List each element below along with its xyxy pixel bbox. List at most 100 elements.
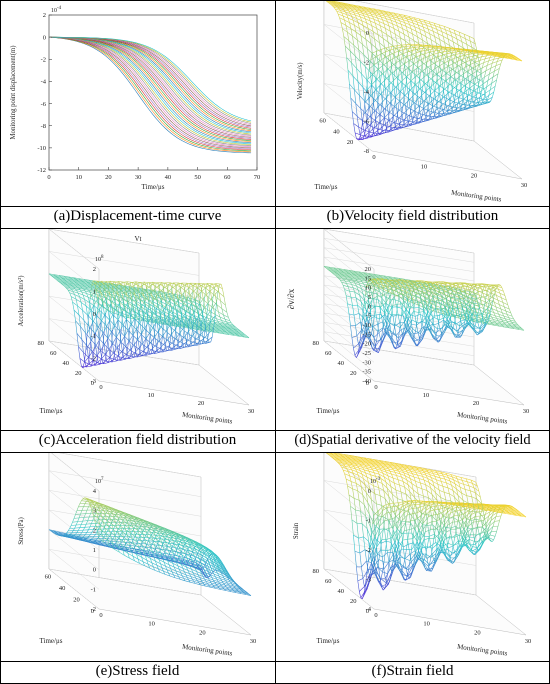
surface-mesh-line [109, 311, 115, 322]
surface-mesh-line [138, 314, 141, 325]
surface-mesh-line [412, 33, 415, 41]
surface-mesh-line [377, 58, 380, 71]
surface-mesh-line [127, 315, 130, 318]
surface-mesh-line [95, 313, 98, 333]
surface-mesh-line [511, 54, 514, 56]
surface-mesh-line [107, 304, 110, 311]
surface-mesh-line [361, 20, 364, 26]
surface-mesh-line [142, 344, 145, 353]
surface-mesh-line [390, 31, 396, 35]
surface-mesh-line [496, 73, 499, 81]
surface-mesh-line [410, 80, 413, 93]
surface-mesh-line [442, 53, 445, 63]
surface-mesh-line [383, 10, 390, 13]
surface-mesh-line [382, 61, 388, 66]
surface-mesh-line [102, 331, 105, 345]
surface-mesh-line [109, 319, 112, 332]
surface-mesh-line [134, 281, 137, 286]
surface-mesh-line [481, 83, 484, 91]
surface-mesh-line [89, 292, 92, 296]
surface-mesh-line [120, 294, 123, 299]
surface-mesh-line [417, 85, 424, 92]
surface-mesh-line [341, 4, 344, 6]
surface-mesh-line [167, 345, 170, 351]
y-tick-label: 20 [75, 370, 82, 377]
surface-mesh-line [69, 280, 75, 282]
surface-mesh-line [509, 55, 512, 57]
surface-mesh-line [183, 287, 190, 293]
surface-mesh-line [173, 294, 176, 297]
surface-mesh-line [424, 90, 427, 101]
surface-mesh-line [363, 15, 366, 20]
surface-mesh-line [68, 276, 75, 279]
surface-mesh-line [346, 14, 352, 17]
surface-mesh-line [464, 61, 467, 68]
surface-mesh-line [66, 278, 72, 280]
surface-mesh-line [351, 275, 357, 277]
surface-mesh-line [381, 277, 387, 279]
surface-mesh-line [332, 5, 338, 8]
surface-mesh-line [432, 69, 435, 78]
surface-mesh-line [77, 292, 80, 297]
surface-mesh-line [126, 287, 129, 290]
surface-mesh-line [437, 54, 443, 58]
surface-mesh-line [354, 25, 360, 29]
displacement-series-line [48, 36, 252, 122]
surface-mesh-line [399, 49, 405, 52]
surface-mesh-line [373, 298, 379, 300]
surface-mesh-line [202, 336, 205, 342]
surface-mesh-line [467, 91, 474, 96]
surface-mesh-line [411, 20, 417, 23]
surface-mesh-line [511, 55, 513, 58]
surface-mesh-line [359, 28, 362, 36]
surface-mesh-line [468, 64, 471, 71]
surface-mesh-line [101, 299, 104, 307]
surface-mesh-line [359, 134, 362, 140]
surface-mesh-line [403, 94, 406, 106]
surface-mesh-line [465, 86, 467, 95]
surface-mesh-line [475, 43, 478, 51]
surface-mesh-line [379, 42, 385, 48]
surface-mesh-line [494, 54, 496, 56]
surface-mesh-line [424, 94, 431, 101]
surface-mesh-line [382, 38, 389, 43]
surface-mesh-line [92, 320, 95, 333]
surface-mesh-line [90, 310, 97, 316]
surface-mesh-line [405, 26, 412, 29]
surface-mesh-line [100, 320, 107, 326]
surface-mesh-line [370, 13, 373, 17]
surface-mesh-line [118, 356, 125, 359]
surface-mesh-line [424, 68, 426, 77]
surface-mesh-line [441, 31, 444, 37]
surface-mesh [323, 266, 525, 358]
surface-mesh-line [407, 58, 414, 64]
surface-mesh-line [410, 18, 413, 21]
surface-mesh-line [373, 276, 379, 279]
surface-mesh-line [356, 68, 359, 82]
surface-mesh-line [107, 329, 114, 339]
surface-mesh-line [212, 319, 215, 323]
surface-mesh-line [399, 124, 402, 128]
surface-mesh-line [417, 48, 423, 50]
surface-mesh-line [53, 277, 59, 279]
surface-mesh-line [428, 95, 431, 105]
surface-mesh-line [76, 282, 78, 285]
surface-mesh-line [181, 294, 184, 303]
surface-mesh-line [221, 331, 227, 333]
surface-mesh-line [88, 326, 91, 340]
surface-mesh-line [404, 22, 407, 27]
surface-mesh-line [227, 323, 230, 326]
surface-mesh-line [471, 56, 474, 60]
surface-mesh-line [351, 111, 354, 124]
z-grid-line [323, 24, 475, 63]
surface-mesh-line [464, 101, 467, 107]
surface-mesh-line [441, 113, 444, 117]
surface-mesh-line [173, 344, 176, 349]
surface-mesh-line [352, 276, 358, 278]
surface-mesh-line [493, 287, 499, 290]
surface-mesh-line [60, 282, 63, 285]
surface-mesh-line [413, 336, 420, 342]
surface-mesh-line [403, 19, 409, 22]
surface-mesh-line [441, 78, 447, 83]
surface-mesh-line [189, 304, 192, 319]
